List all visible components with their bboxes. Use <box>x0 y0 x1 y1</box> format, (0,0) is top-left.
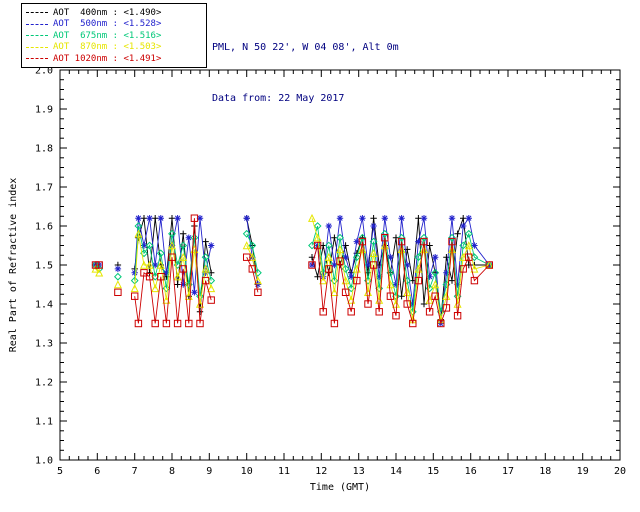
legend-line-sample <box>26 58 48 60</box>
svg-text:1.9: 1.9 <box>35 105 53 116</box>
legend-line-sample <box>26 23 48 25</box>
svg-text:1.1: 1.1 <box>35 417 53 428</box>
svg-text:2.0: 2.0 <box>35 66 53 77</box>
svg-text:5: 5 <box>57 466 63 477</box>
svg-text:1.2: 1.2 <box>35 378 53 389</box>
svg-text:Real Part of Refractive index: Real Part of Refractive index <box>8 178 19 353</box>
legend: AOT 400nm : <1.490> AOT 500nm : <1.528> … <box>21 3 207 68</box>
legend-item-label: AOT 870nm : <1.503> <box>53 42 162 53</box>
svg-text:7: 7 <box>132 466 138 477</box>
legend-item-label: AOT 1020nm : <1.491> <box>53 53 162 64</box>
svg-text:1.3: 1.3 <box>35 339 53 350</box>
svg-text:1.0: 1.0 <box>35 456 53 467</box>
legend-item-label: AOT 400nm : <1.490> <box>53 7 162 18</box>
data-date: Data from: 22 May 2017 <box>212 93 345 104</box>
station-info: PML, N 50 22', W 04 08', Alt 0m <box>212 42 399 53</box>
svg-text:16: 16 <box>465 466 477 477</box>
legend-item-label: AOT 675nm : <1.516> <box>53 30 162 41</box>
plot-header: PML, N 50 22', W 04 08', Alt 0m Data fro… <box>212 5 399 141</box>
svg-text:1.4: 1.4 <box>35 300 53 311</box>
svg-text:18: 18 <box>539 466 551 477</box>
svg-text:19: 19 <box>577 466 589 477</box>
svg-text:17: 17 <box>502 466 514 477</box>
legend-item-label: AOT 500nm : <1.528> <box>53 19 162 30</box>
svg-text:1.6: 1.6 <box>35 222 53 233</box>
legend-item: AOT 400nm : <1.490> <box>26 7 202 19</box>
legend-line-sample <box>26 12 48 14</box>
svg-text:20: 20 <box>614 466 626 477</box>
legend-line-sample <box>26 35 48 37</box>
svg-text:1.5: 1.5 <box>35 261 53 272</box>
svg-text:6: 6 <box>94 466 100 477</box>
svg-text:14: 14 <box>390 466 402 477</box>
svg-text:Time (GMT): Time (GMT) <box>310 482 370 493</box>
svg-text:1.7: 1.7 <box>35 183 53 194</box>
svg-text:9: 9 <box>206 466 212 477</box>
legend-item: AOT 500nm : <1.528> <box>26 19 202 31</box>
legend-line-sample <box>26 46 48 48</box>
svg-text:11: 11 <box>278 466 290 477</box>
legend-item: AOT 675nm : <1.516> <box>26 30 202 42</box>
svg-text:8: 8 <box>169 466 175 477</box>
svg-text:1.8: 1.8 <box>35 144 53 155</box>
svg-text:13: 13 <box>353 466 365 477</box>
legend-item: AOT 1020nm : <1.491> <box>26 53 202 65</box>
legend-item: AOT 870nm : <1.503> <box>26 42 202 54</box>
svg-text:12: 12 <box>315 466 327 477</box>
svg-text:15: 15 <box>427 466 439 477</box>
svg-text:10: 10 <box>241 466 253 477</box>
